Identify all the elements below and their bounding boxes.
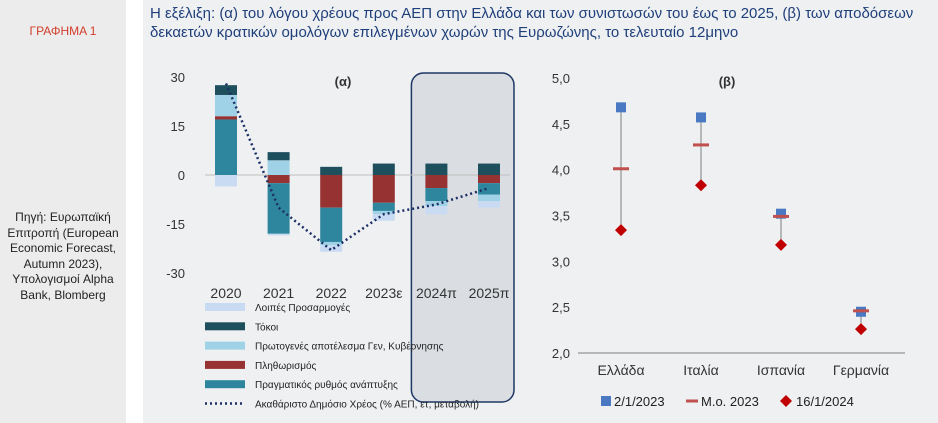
y-tick-label-b: 3,0 <box>552 254 570 269</box>
bar-segment <box>478 194 500 202</box>
bar-segment <box>372 163 395 175</box>
bar-segment <box>425 175 448 189</box>
legend-swatch-dash <box>686 399 698 403</box>
panel-label-b: (β) <box>719 74 736 89</box>
legend-label-a: Λοιπές Προσαρμογές <box>255 302 350 314</box>
legend-swatch-square <box>601 396 611 406</box>
legend-label-b: 2/1/2023 <box>614 394 665 409</box>
y-tick-label-b: 3,5 <box>552 209 570 224</box>
x-tick-label-b: Ιταλία <box>683 362 719 378</box>
y-tick-label-b: 2,0 <box>552 346 570 361</box>
chart-title: Η εξέλιξη: (α) του λόγου χρέους προς ΑΕΠ… <box>150 5 914 41</box>
sidebar: ΓΡΑΦΗΜΑ 1 Πηγή: Ευρωπαϊκή Επιτροπή (Euro… <box>0 0 126 423</box>
y-tick-label-b: 2,5 <box>552 300 570 315</box>
y-tick-label-a: -15 <box>166 217 185 232</box>
x-tick-label-b: Γερμανία <box>833 362 889 378</box>
bar-segment <box>425 201 448 207</box>
marker-avg-2023 <box>693 143 709 147</box>
bar-segment <box>215 116 237 120</box>
legend-label-a: Πραγματικός ρυθμός ανάπτυξης <box>255 379 398 391</box>
x-tick-label-a: 2020 <box>210 285 241 301</box>
bar-segment <box>372 214 395 221</box>
marker-avg-2023 <box>853 309 869 313</box>
bar-segment <box>320 166 343 175</box>
bar-segment <box>215 85 237 95</box>
x-tick-label-b: Ισπανία <box>757 362 805 378</box>
figure-label: ΓΡΑΦΗΜΑ 1 <box>29 24 97 38</box>
marker-2024 <box>615 224 627 237</box>
y-tick-label-a: 15 <box>171 119 185 134</box>
marker-2024 <box>695 179 707 192</box>
bar-segment <box>372 202 395 211</box>
legend-label-b: 16/1/2024 <box>796 394 854 409</box>
bar-segment <box>267 160 290 175</box>
projection-highlight-box <box>410 72 515 403</box>
bar-segment <box>267 152 290 161</box>
bar-segment <box>425 206 448 215</box>
x-tick-label-b: Ελλάδα <box>597 362 644 378</box>
bar-segment <box>320 245 343 252</box>
bar-segment <box>425 188 448 202</box>
bar-segment <box>320 207 343 242</box>
y-tick-label-a: -30 <box>166 266 185 281</box>
legend-label-a: Πληθωρισμός <box>255 360 317 372</box>
bar-segment <box>372 210 395 215</box>
marker-2023 <box>696 112 706 123</box>
bar-segment <box>478 175 500 184</box>
marker-2024 <box>855 323 867 336</box>
bar-segment <box>372 175 395 203</box>
panel-label-a: (α) <box>335 74 352 89</box>
bar-segment <box>215 119 237 175</box>
bar-segment <box>215 94 237 117</box>
legend-swatch <box>205 322 245 331</box>
marker-avg-2023 <box>773 214 789 218</box>
bar-segment <box>215 175 237 187</box>
legend-swatch <box>205 341 245 350</box>
legend-swatch-diamond <box>780 395 792 407</box>
bar-segment <box>320 175 343 208</box>
bar-segment <box>320 241 343 246</box>
legend-label-a: Τόκοι <box>255 321 278 333</box>
bar-segment <box>478 201 500 208</box>
bar-segment <box>478 183 500 195</box>
y-tick-label-a: 0 <box>178 168 185 183</box>
legend-label-a: Πρωτογενές αποτέλεσμα Γεν, Κυβέρνησης <box>255 341 444 353</box>
marker-avg-2023 <box>613 167 629 171</box>
x-tick-label-a: 2021 <box>263 285 294 301</box>
legend-swatch <box>205 380 245 389</box>
legend-label-b: Μ.ο. 2023 <box>701 394 759 409</box>
marker-2024 <box>775 238 787 251</box>
x-tick-label-a: 2024π <box>416 285 457 301</box>
y-tick-label-b: 4,0 <box>552 163 570 178</box>
bar-segment <box>425 163 448 175</box>
bar-segment <box>267 233 290 236</box>
y-tick-label-b: 4,5 <box>552 117 570 132</box>
x-tick-label-a: 2022 <box>316 285 347 301</box>
x-tick-label-a: 2023ε <box>365 285 402 301</box>
marker-2023 <box>616 102 626 113</box>
legend-swatch <box>205 303 245 311</box>
marker-2023 <box>776 208 786 219</box>
bar-segment <box>478 163 500 175</box>
y-tick-label-a: 30 <box>171 70 185 85</box>
bar-segment <box>267 175 290 184</box>
x-tick-label-a: 2025π <box>469 285 510 301</box>
y-tick-label-b: 5,0 <box>552 71 570 86</box>
legend-swatch <box>205 360 245 369</box>
source-note: Πηγή: Ευρωπαϊκή Επιτροπή (European Econo… <box>7 210 119 302</box>
legend-label-a: Ακαθάριστο Δημόσιο Χρέος (% ΑΕΠ, ετ, μετ… <box>255 399 479 411</box>
